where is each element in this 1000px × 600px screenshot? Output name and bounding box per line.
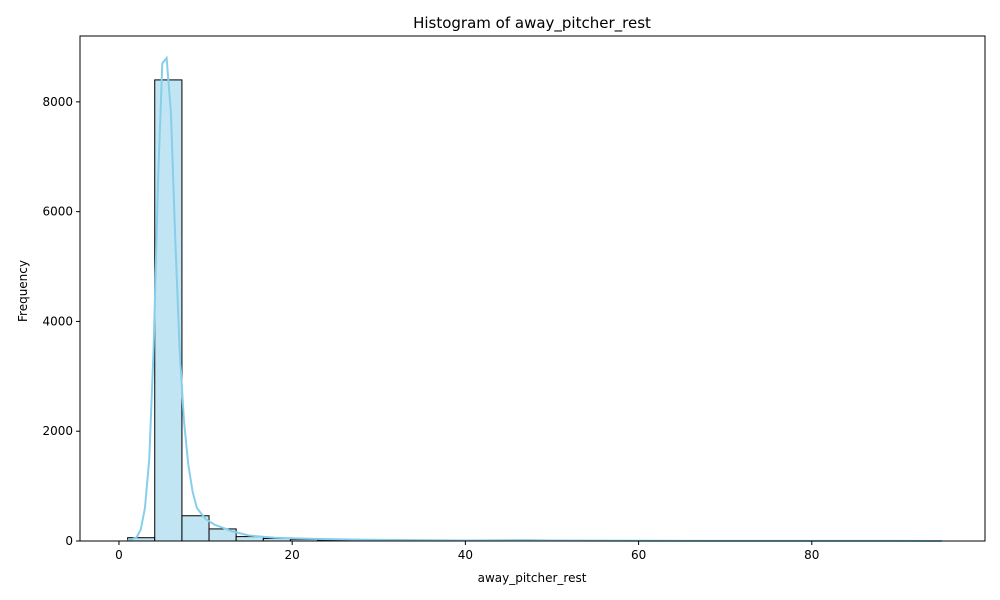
- kde-line: [127, 55, 942, 542]
- y-axis: 0 2000 4000 6000 8000: [42, 95, 80, 548]
- x-tick-label: 0: [115, 548, 123, 562]
- y-tick-label: 2000: [42, 424, 73, 438]
- y-axis-label: Frequency: [16, 260, 30, 322]
- x-tick-label: 40: [458, 548, 473, 562]
- y-tick-label: 6000: [42, 205, 73, 219]
- x-tick-label: 60: [631, 548, 646, 562]
- x-tick-label: 20: [285, 548, 300, 562]
- histogram-bars: [127, 79, 943, 542]
- y-tick-label: 8000: [42, 95, 73, 109]
- x-axis-label: away_pitcher_rest: [478, 571, 587, 585]
- x-tick-label: 80: [804, 548, 819, 562]
- chart-title: Histogram of away_pitcher_rest: [413, 14, 651, 33]
- x-axis: 0 20 40 60 80: [115, 541, 819, 562]
- y-tick-label: 0: [65, 534, 73, 548]
- plot-frame: [79, 35, 986, 542]
- y-tick-label: 4000: [42, 314, 73, 328]
